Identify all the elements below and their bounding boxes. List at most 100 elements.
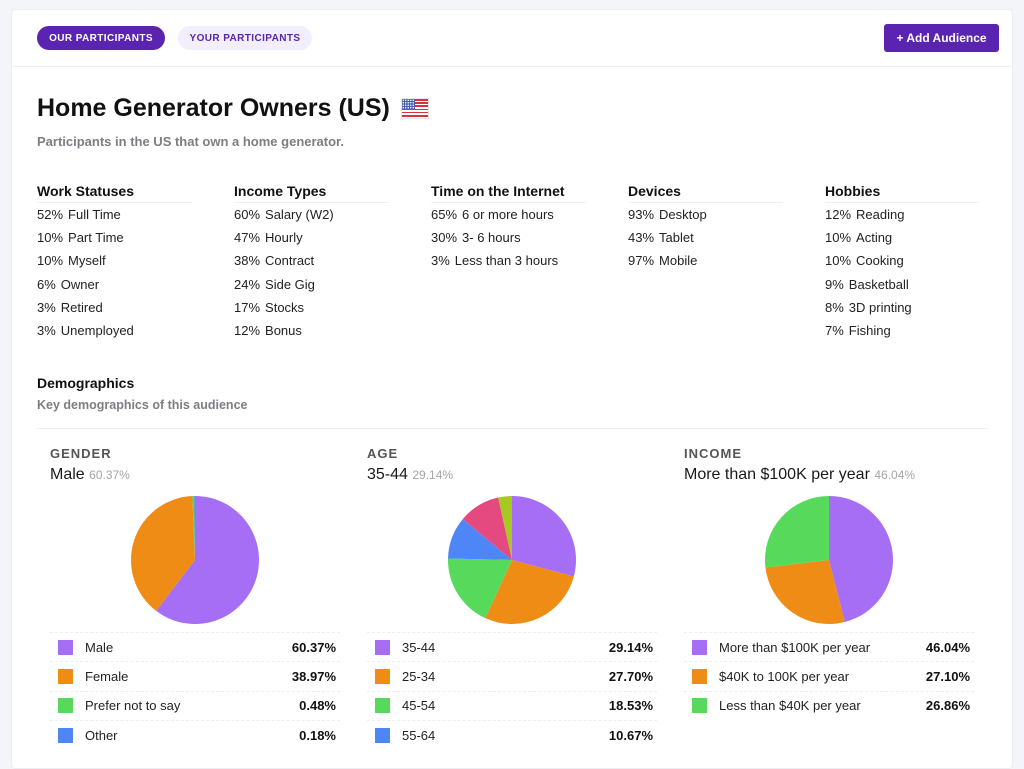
stat-item: 3% Less than 3 hours [431, 253, 628, 276]
stat-item: 7% Fishing [825, 323, 1022, 346]
stat-percent: 43% [628, 230, 655, 246]
stat-label: Owner [60, 276, 100, 292]
stat-label: Less than 3 hours [454, 253, 559, 269]
legend-value: 29.14% [608, 639, 653, 655]
top-category-percent: 46.04% [874, 468, 916, 482]
stat-label: Tablet [659, 230, 694, 246]
legend-label: More than $100K per year [719, 639, 871, 655]
chart-legend: Male 60.37% Female 38.97% Prefer not to say 0… [50, 632, 340, 750]
legend-value: 26.86% [925, 698, 970, 714]
top-category: Male 60.37% [50, 466, 340, 484]
pie-slice[interactable] [765, 496, 829, 568]
legend-row: 35-44 29.14% [367, 632, 657, 661]
legend-row: 25-34 27.70% [367, 661, 657, 690]
stat-percent: 60% [234, 207, 261, 222]
gender-panel: GENDER Male 60.37% Male 60.37% Female 38.97%… [50, 446, 340, 743]
pie-slice[interactable] [448, 558, 512, 619]
stat-percent: 10% [37, 253, 64, 269]
legend-value: 38.97% [291, 669, 336, 685]
stat-item: 47% Hourly [234, 230, 431, 253]
stat-label: Salary (W2) [265, 207, 334, 222]
pie-slice[interactable] [829, 496, 893, 623]
stat-item: 10% Part Time [37, 230, 234, 253]
stat-column: Hobbies 12% Reading 10% Acting 10% Cooking 9% Ba… [825, 183, 1022, 346]
stat-label: Desktop [659, 207, 707, 222]
stat-label: Bonus [265, 322, 302, 338]
pie-slice[interactable] [498, 496, 512, 560]
stat-percent: 3% [431, 253, 450, 269]
stat-heading: Time on the Internet [431, 183, 586, 203]
chart-legend: More than $100K per year 46.04% $40K to 10… [684, 632, 974, 720]
stat-column: Devices 93% Desktop 43% Tablet 97% Mobile [628, 183, 825, 346]
top-category: More than $100K per year 46.04% [684, 466, 974, 484]
stat-item: 12% Reading [825, 207, 1022, 230]
pie-chart [131, 496, 259, 624]
pie-slice[interactable] [462, 497, 512, 560]
legend-row: $40K to 100K per year 27.10% [684, 661, 974, 690]
stat-label: Acting [856, 230, 893, 246]
stat-column: Time on the Internet 65% 6 or more hours 30… [431, 183, 628, 346]
stat-heading: Income Types [234, 183, 389, 203]
legend-label: Male [85, 639, 114, 655]
stat-label: Cooking [856, 253, 904, 269]
stat-percent: 17% [234, 299, 261, 315]
top-category-label: More than $100K per year [684, 466, 870, 483]
legend-label: Prefer not to say [85, 698, 181, 714]
legend-label: Less than $40K per year [719, 698, 861, 714]
stat-label: Side Gig [265, 276, 315, 292]
demographics-subtitle: Key demographics of this audience [37, 398, 248, 412]
legend-row: Prefer not to say 0.48% [50, 690, 340, 720]
pie-slice[interactable] [448, 519, 512, 560]
legend-value: 18.53% [608, 698, 653, 714]
stat-label: Full Time [68, 207, 121, 222]
legend-label: $40K to 100K per year [719, 669, 850, 685]
stat-percent: 6% [37, 276, 56, 292]
stat-item: 43% Tablet [628, 230, 825, 253]
stat-item: 30% 3- 6 hours [431, 230, 628, 253]
divider [37, 428, 989, 429]
add-audience-button[interactable]: + Add Audience [884, 24, 999, 52]
stat-label: Mobile [659, 253, 698, 269]
stat-percent: 93% [628, 207, 655, 222]
pie-slice[interactable] [194, 496, 195, 560]
stat-percent: 38% [234, 253, 261, 269]
chart-title: INCOME [684, 446, 742, 461]
legend-swatch [692, 639, 707, 655]
stat-item: 17% Stocks [234, 300, 431, 323]
legend-label: 55-64 [402, 727, 436, 743]
tab-our-participants[interactable]: OUR PARTICIPANTS [37, 26, 165, 50]
legend-row: More than $100K per year 46.04% [684, 632, 974, 661]
stat-item: 6% Owner [37, 277, 234, 300]
stat-label: Contract [265, 253, 315, 269]
page-title: Home Generator Owners (US) [37, 94, 390, 122]
tab-your-participants[interactable]: YOUR PARTICIPANTS [178, 26, 312, 50]
stat-item: 10% Myself [37, 253, 234, 276]
stat-item: 93% Desktop [628, 207, 825, 230]
pie-slice[interactable] [156, 496, 259, 624]
stat-label: Fishing [848, 322, 891, 338]
legend-value: 0.18% [299, 727, 336, 743]
legend-value: 0.48% [299, 698, 336, 714]
legend-swatch [375, 669, 390, 685]
stat-label: 3D printing [848, 299, 912, 315]
stat-percent: 7% [825, 322, 844, 338]
stat-label: Basketball [848, 276, 909, 292]
stat-percent: 9% [825, 276, 844, 292]
legend-row: Female 38.97% [50, 661, 340, 690]
legend-value: 10.67% [608, 727, 653, 743]
pie-slice[interactable] [765, 560, 845, 624]
pie-slice[interactable] [131, 496, 195, 611]
legend-row: Male 60.37% [50, 632, 340, 661]
pie-slice[interactable] [512, 496, 576, 577]
legend-label: 45-54 [402, 698, 436, 714]
stat-label: Hourly [265, 230, 303, 246]
top-category-percent: 29.14% [412, 468, 454, 482]
stat-label: 3- 6 hours [462, 230, 521, 246]
stat-item: 10% Acting [825, 230, 1022, 253]
pie-slice[interactable] [192, 496, 195, 560]
pie-slice[interactable] [485, 560, 574, 624]
stat-percent: 12% [825, 207, 852, 222]
top-bar: OUR PARTICIPANTS YOUR PARTICIPANTS + Add… [12, 10, 1012, 67]
stat-label: Part Time [68, 230, 124, 246]
stat-percent: 3% [37, 299, 56, 315]
